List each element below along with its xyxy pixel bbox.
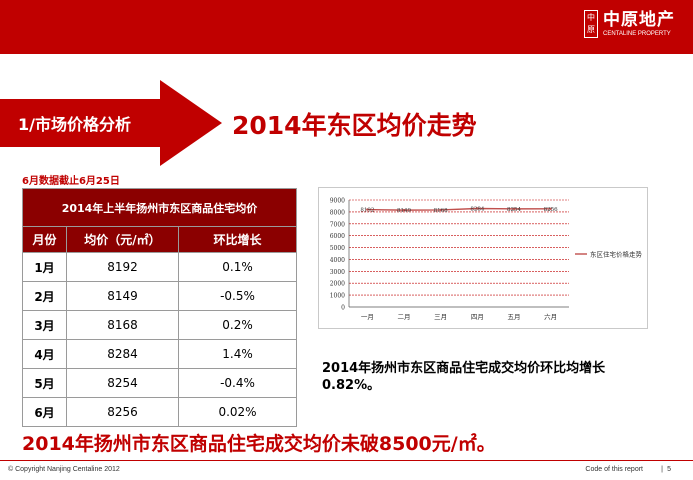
footer-separator: | (661, 466, 663, 473)
data-point (439, 208, 442, 212)
report-code-text: Code of this report (585, 466, 643, 473)
y-tick-label: 2000 (330, 281, 345, 288)
table-row: 3月 8168 0.2% (22, 310, 297, 340)
x-tick-label: 三月 (434, 313, 447, 321)
cell-change: 0.02% (178, 397, 297, 427)
cell-change: -0.5% (178, 281, 297, 311)
data-label: 8256 (544, 207, 558, 213)
table-row: 1月 8192 0.1% (22, 252, 297, 282)
cell-change: 0.2% (178, 310, 297, 340)
logo-seal-icon: 中原 (584, 10, 598, 38)
price-trend-chart: 0 1000 2000 3000 4000 5000 6000 7000 8000 9000 一月 二… (318, 187, 648, 329)
cell-month: 1月 (22, 252, 67, 282)
table-row: 2月 8149 -0.5% (22, 281, 297, 311)
y-tick-label: 9000 (330, 198, 345, 205)
y-tick-label: 4000 (330, 257, 345, 264)
data-label: 8192 (360, 208, 374, 214)
y-tick-label: 8000 (330, 209, 345, 216)
table-row: 5月 8254 -0.4% (22, 368, 297, 398)
logo-name-cn: 中原地产 (603, 9, 675, 30)
data-point (512, 207, 516, 211)
series-line (367, 207, 551, 211)
data-label: 8168 (434, 208, 448, 214)
cell-price: 8256 (66, 397, 179, 427)
conclusion-text: 2014年扬州市东区商品住宅成交均价未破8500元/㎡。 (22, 433, 496, 455)
cell-month: 5月 (22, 368, 67, 398)
x-tick-label: 二月 (398, 313, 411, 321)
data-point (476, 207, 479, 210)
data-point (549, 207, 552, 211)
header-change: 环比增长 (178, 226, 297, 253)
cell-month: 6月 (22, 397, 67, 427)
table-row: 6月 8256 0.02% (22, 397, 297, 427)
cell-month: 4月 (22, 339, 67, 369)
data-point (366, 208, 369, 211)
data-cutoff-note: 6月数据截止6月25日 (22, 176, 120, 187)
data-label: 8149 (397, 208, 411, 214)
cell-month: 3月 (22, 310, 67, 340)
cell-change: 0.1% (178, 252, 297, 282)
y-tick-label: 5000 (330, 245, 345, 252)
section-label: 1/市场价格分析 (18, 115, 131, 134)
table-caption: 2014年上半年扬州市东区商品住宅均价 (22, 188, 297, 227)
header-month: 月份 (22, 226, 67, 253)
cell-change: 1.4% (178, 339, 297, 369)
x-tick-label: 五月 (508, 313, 521, 321)
section-arrow (0, 80, 222, 166)
page-number: 5 (667, 466, 671, 473)
cell-price: 8192 (66, 252, 179, 282)
y-tick-label: 3000 (330, 269, 345, 276)
y-tick-label: 0 (341, 305, 345, 312)
x-tick-label: 一月 (361, 313, 374, 321)
data-label: 8254 (507, 207, 521, 213)
cell-price: 8254 (66, 368, 179, 398)
chart-svg: 0 1000 2000 3000 4000 5000 6000 7000 8000 9000 一月 二… (330, 198, 643, 322)
footer-divider (0, 460, 693, 461)
cell-price: 8168 (66, 310, 179, 340)
x-tick-label: 四月 (471, 313, 484, 321)
table-row: 4月 8284 1.4% (22, 339, 297, 369)
copyright-text: © Copyright Nanjing Centaline 2012 (8, 466, 120, 473)
cell-change: -0.4% (178, 368, 297, 398)
header-price: 均价（元/㎡） (66, 226, 179, 253)
average-price-table: 2014年上半年扬州市东区商品住宅均价 月份 均价（元/㎡） 环比增长 1月 8… (22, 188, 297, 427)
table-header-row: 月份 均价（元/㎡） 环比增长 (22, 226, 297, 253)
x-tick-label: 六月 (544, 312, 557, 321)
top-banner: 中原 中原地产 CENTALINE PROPERTY (0, 0, 693, 54)
page-title: 2014年东区均价走势 (232, 111, 477, 140)
legend-label: 东区住宅价格走势 (590, 250, 643, 259)
logo-name-en: CENTALINE PROPERTY (603, 30, 671, 37)
data-point (402, 208, 406, 212)
cell-price: 8284 (66, 339, 179, 369)
y-tick-label: 1000 (330, 293, 345, 300)
cell-month: 2月 (22, 281, 67, 311)
data-label: 8284 (470, 207, 484, 213)
y-tick-label: 7000 (330, 221, 345, 228)
cell-price: 8149 (66, 281, 179, 311)
centaline-logo: 中原 中原地产 CENTALINE PROPERTY (584, 10, 675, 38)
y-tick-label: 6000 (330, 233, 345, 240)
summary-text: 2014年扬州市东区商品住宅成交均价环比均增长0.82%。 (322, 361, 606, 393)
